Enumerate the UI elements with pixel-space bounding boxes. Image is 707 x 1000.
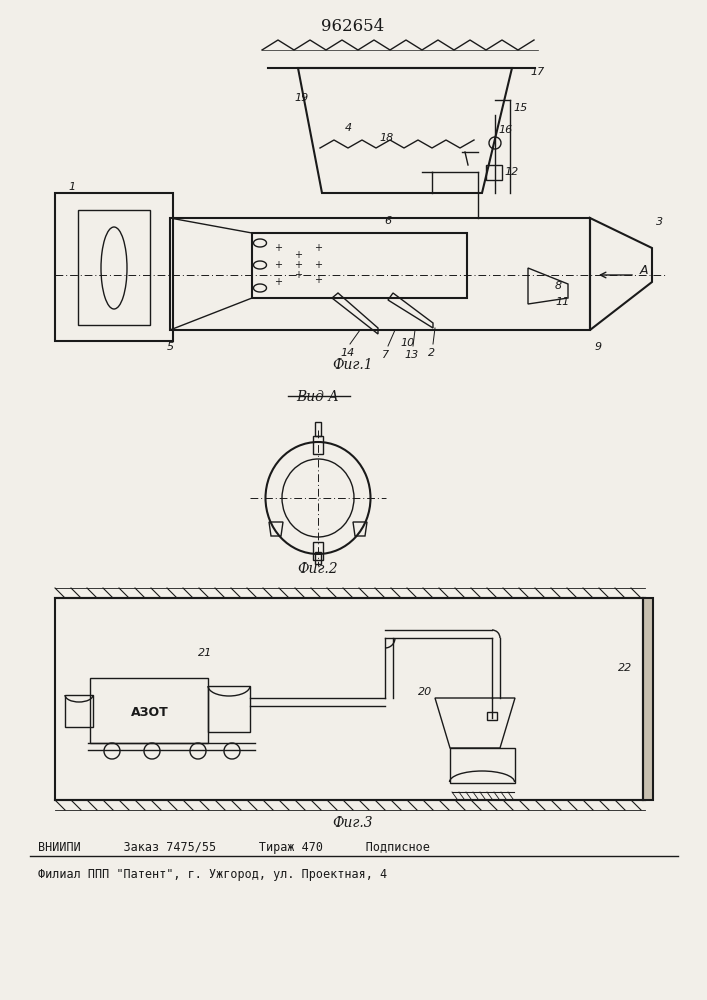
Text: Филиал ППП "Патент", г. Ужгород, ул. Проектная, 4: Филиал ППП "Патент", г. Ужгород, ул. Про…: [38, 868, 387, 881]
Bar: [208, 686, 250, 732]
Text: 12: 12: [504, 167, 518, 177]
Bar: [643, 598, 653, 800]
Text: Фиг.2: Фиг.2: [298, 562, 339, 576]
Text: 21: 21: [198, 648, 212, 658]
Text: 1: 1: [69, 182, 76, 192]
Text: +: +: [294, 250, 302, 260]
Text: 18: 18: [380, 133, 394, 143]
Text: 13: 13: [405, 350, 419, 360]
Text: 14: 14: [341, 348, 355, 358]
Bar: [486, 165, 502, 180]
Text: 6: 6: [385, 216, 392, 226]
Text: 10: 10: [401, 338, 415, 348]
Text: 5: 5: [166, 342, 173, 352]
Text: +: +: [294, 260, 302, 270]
Text: +: +: [274, 277, 282, 287]
Text: +: +: [314, 243, 322, 253]
Text: 4: 4: [344, 123, 351, 133]
Bar: [90, 678, 208, 743]
Text: 15: 15: [513, 103, 527, 113]
Text: Фиг.3: Фиг.3: [333, 816, 373, 830]
Bar: [55, 598, 645, 800]
Bar: [313, 436, 323, 454]
Text: +: +: [314, 275, 322, 285]
Text: АЗОТ: АЗОТ: [131, 706, 169, 718]
Text: Фиг.1: Фиг.1: [333, 358, 373, 372]
Bar: [65, 695, 93, 727]
Text: 3: 3: [656, 217, 663, 227]
Text: 20: 20: [418, 687, 432, 697]
Text: 17: 17: [530, 67, 544, 77]
Bar: [78, 210, 150, 325]
Text: +: +: [314, 260, 322, 270]
Bar: [315, 552, 321, 564]
Text: ВНИИПИ      Заказ 7475/55      Тираж 470      Подписное: ВНИИПИ Заказ 7475/55 Тираж 470 Подписное: [38, 840, 430, 854]
Bar: [252, 233, 467, 298]
Bar: [313, 542, 323, 560]
Bar: [487, 712, 497, 720]
Text: 19: 19: [295, 93, 309, 103]
Text: 11: 11: [555, 297, 569, 307]
Text: 22: 22: [618, 663, 632, 673]
Bar: [450, 748, 515, 783]
Text: 962654: 962654: [322, 18, 385, 35]
Bar: [55, 193, 173, 341]
Bar: [170, 218, 590, 330]
Bar: [315, 422, 321, 436]
Text: +: +: [294, 270, 302, 280]
Text: 2: 2: [428, 348, 436, 358]
Text: А: А: [640, 264, 648, 277]
Text: 9: 9: [595, 342, 602, 352]
Text: 8: 8: [555, 281, 562, 291]
Text: Вид А: Вид А: [297, 390, 339, 404]
Text: +: +: [274, 260, 282, 270]
Text: 7: 7: [382, 350, 390, 360]
Text: 16: 16: [498, 125, 513, 135]
Text: +: +: [274, 243, 282, 253]
